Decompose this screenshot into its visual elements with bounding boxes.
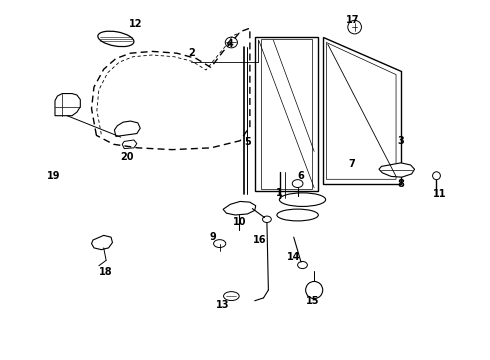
Ellipse shape [223, 292, 239, 301]
Ellipse shape [277, 209, 318, 221]
Polygon shape [55, 94, 80, 116]
Text: 16: 16 [253, 235, 267, 245]
Text: 3: 3 [397, 136, 404, 146]
Ellipse shape [225, 37, 238, 48]
Polygon shape [255, 37, 318, 191]
Text: 18: 18 [99, 267, 113, 277]
Ellipse shape [433, 172, 441, 180]
Polygon shape [379, 163, 415, 177]
Text: 12: 12 [128, 18, 142, 28]
Text: 2: 2 [188, 48, 195, 58]
Ellipse shape [98, 31, 134, 46]
Ellipse shape [214, 240, 226, 248]
Text: 6: 6 [297, 171, 304, 181]
Text: 14: 14 [287, 252, 300, 262]
Ellipse shape [297, 261, 307, 269]
Text: 11: 11 [433, 189, 447, 199]
Ellipse shape [306, 282, 323, 298]
Text: 4: 4 [227, 39, 234, 49]
Text: 8: 8 [397, 179, 404, 189]
Polygon shape [92, 235, 113, 249]
Text: 9: 9 [210, 232, 217, 242]
Text: 5: 5 [244, 138, 251, 148]
Text: 7: 7 [349, 159, 356, 169]
Polygon shape [223, 202, 256, 215]
Text: 20: 20 [121, 152, 134, 162]
Ellipse shape [279, 193, 326, 206]
Ellipse shape [348, 20, 362, 34]
Text: 15: 15 [305, 296, 319, 306]
Polygon shape [115, 121, 140, 136]
Ellipse shape [292, 180, 303, 188]
Text: 17: 17 [345, 15, 359, 25]
Text: 1: 1 [276, 188, 282, 198]
Text: 13: 13 [216, 300, 230, 310]
Polygon shape [323, 37, 401, 184]
Text: 10: 10 [233, 217, 247, 227]
Polygon shape [122, 140, 137, 149]
Ellipse shape [263, 216, 271, 222]
Text: 19: 19 [47, 171, 61, 181]
